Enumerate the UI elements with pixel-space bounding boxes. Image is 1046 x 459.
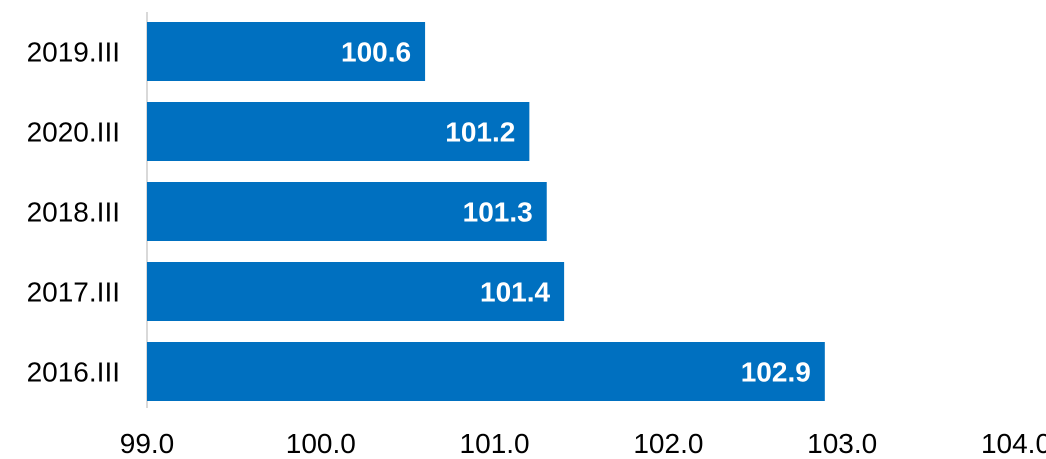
bar-2018.III [147, 182, 547, 241]
x-tick-label-102.0: 102.0 [633, 428, 703, 459]
bar-2020.III [147, 102, 530, 161]
value-label-2018.III: 101.3 [463, 197, 533, 228]
bar-2017.III [147, 262, 565, 321]
x-axis-ticks-group: 99.0 100.0 101.0 102.0 103.0 104.0 [120, 428, 1046, 459]
category-label-2019.III: 2019.III [27, 37, 120, 68]
category-label-2017.III: 2017.III [27, 277, 120, 308]
value-labels-group: 100.6 101.2 101.3 101.4 102.9 [341, 37, 811, 388]
x-tick-label-103.0: 103.0 [807, 428, 877, 459]
category-label-2016.III: 2016.III [27, 357, 120, 388]
bar-2016.III [147, 342, 825, 401]
value-label-2017.III: 101.4 [480, 277, 550, 308]
category-label-2020.III: 2020.III [27, 117, 120, 148]
bars-group [147, 22, 825, 401]
value-label-2016.III: 102.9 [741, 357, 811, 388]
x-tick-label-104.0: 104.0 [981, 428, 1046, 459]
value-label-2020.III: 101.2 [445, 117, 515, 148]
x-tick-label-99.0: 99.0 [120, 428, 175, 459]
value-label-2019.III: 100.6 [341, 37, 411, 68]
x-tick-label-100.0: 100.0 [286, 428, 356, 459]
category-labels-group: 2019.III 2020.III 2018.III 2017.III 2016.III [27, 37, 120, 388]
category-label-2018.III: 2018.III [27, 197, 120, 228]
bar-2019.III [147, 22, 426, 81]
x-tick-label-101.0: 101.0 [460, 428, 530, 459]
